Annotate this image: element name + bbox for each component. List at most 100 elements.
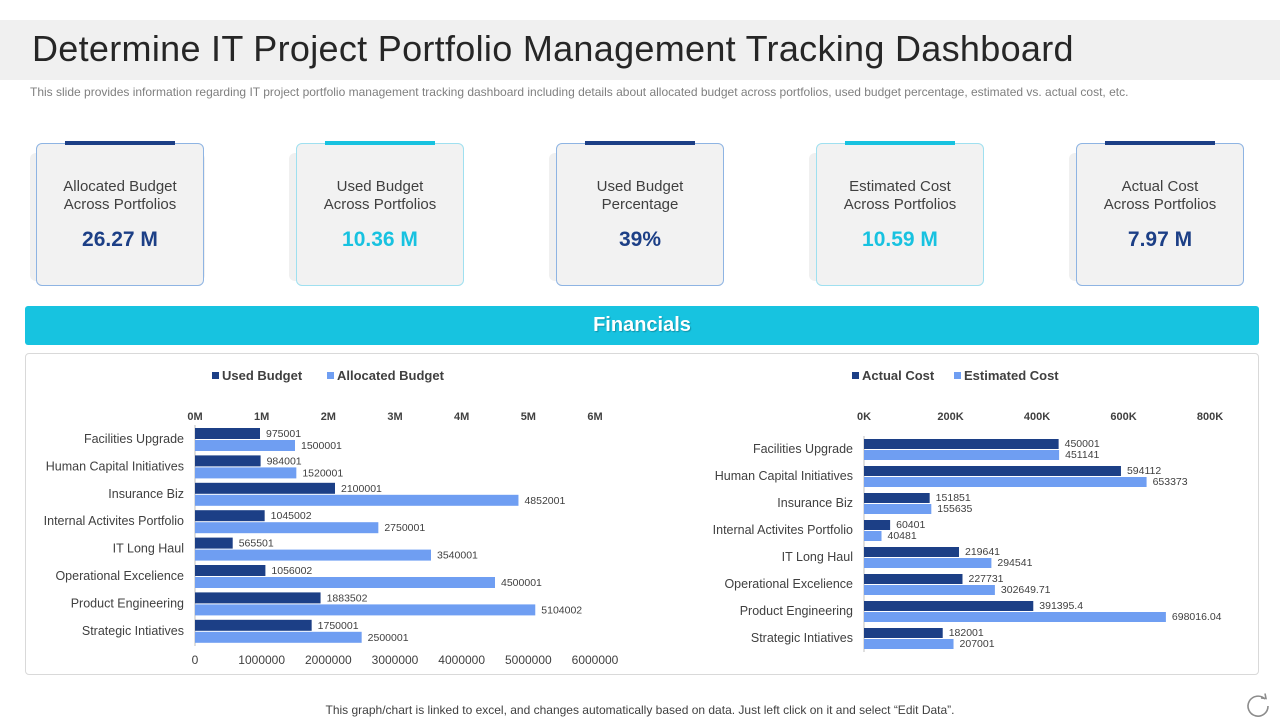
category-label: Facilities Upgrade bbox=[753, 442, 853, 456]
bar bbox=[195, 494, 519, 506]
bar bbox=[195, 549, 432, 561]
data-label: 594112 bbox=[1127, 465, 1161, 477]
data-label: 1520001 bbox=[302, 467, 343, 479]
kpi-value: 26.27 M bbox=[82, 228, 158, 251]
legend-label: Estimated Cost bbox=[964, 368, 1059, 383]
data-label: 698016.04 bbox=[1172, 611, 1222, 623]
bar bbox=[195, 522, 379, 534]
bar bbox=[195, 455, 261, 467]
top-tick-label: 600K bbox=[1110, 411, 1136, 423]
bar bbox=[195, 440, 296, 451]
top-tick-label: 0M bbox=[187, 411, 202, 423]
financials-header: Financials bbox=[25, 306, 1259, 345]
bar bbox=[864, 612, 1166, 622]
data-label: 451141 bbox=[1065, 449, 1099, 461]
kpi-accent-bar bbox=[585, 141, 695, 145]
data-label: 450001 bbox=[1065, 438, 1100, 450]
kpi-value: 10.59 M bbox=[862, 228, 938, 251]
bar bbox=[195, 592, 321, 604]
data-label: 4500001 bbox=[501, 577, 542, 589]
bottom-tick-label: 3000000 bbox=[372, 653, 419, 667]
bar bbox=[864, 450, 1060, 460]
bar bbox=[195, 565, 266, 576]
bar bbox=[864, 477, 1147, 487]
data-label: 1883502 bbox=[327, 592, 368, 604]
bottom-tick-label: 6000000 bbox=[572, 653, 619, 667]
kpi-card-used-budget: Used Budget Across Portfolios 10.36 M bbox=[296, 141, 464, 286]
top-tick-label: 0K bbox=[857, 411, 871, 423]
data-label: 5104002 bbox=[541, 604, 582, 616]
bar bbox=[864, 439, 1059, 449]
kpi-card-used-budget-percentage: Used Budget Percentage 39% bbox=[556, 141, 724, 286]
data-label: 40481 bbox=[888, 530, 917, 542]
category-label: Internal Activites Portfolio bbox=[44, 514, 184, 528]
data-label: 391395.4 bbox=[1039, 600, 1083, 612]
kpi-label: Used Budget Across Portfolios bbox=[323, 178, 437, 213]
data-label: 3540001 bbox=[437, 550, 478, 562]
bar bbox=[864, 639, 954, 649]
category-label: Product Engineering bbox=[740, 604, 853, 618]
bar bbox=[864, 585, 995, 595]
bar bbox=[864, 504, 932, 514]
legend-label: Used Budget bbox=[222, 368, 303, 383]
data-label: 227731 bbox=[968, 573, 1003, 585]
kpi-label: Actual Cost Across Portfolios bbox=[1103, 178, 1217, 213]
bar bbox=[864, 547, 959, 557]
category-label: Human Capital Initiatives bbox=[46, 459, 184, 473]
kpi-value: 7.97 M bbox=[1127, 228, 1193, 251]
page-subtitle: This slide provides information regardin… bbox=[30, 85, 1129, 99]
kpi-card-allocated-budget: Allocated Budget Across Portfolios 26.27 … bbox=[36, 141, 204, 286]
refresh-icon[interactable] bbox=[1243, 690, 1273, 720]
bar bbox=[864, 493, 930, 503]
category-label: Operational Excelience bbox=[55, 569, 184, 583]
legend-swatch bbox=[954, 372, 961, 379]
bar bbox=[864, 531, 882, 541]
legend-swatch bbox=[852, 372, 859, 379]
bottom-tick-label: 0 bbox=[192, 653, 199, 667]
category-label: Operational Excelience bbox=[724, 577, 853, 591]
data-label: 207001 bbox=[960, 638, 995, 650]
page-title: Determine IT Project Portfolio Managemen… bbox=[32, 28, 1074, 69]
top-tick-label: 2M bbox=[321, 411, 336, 423]
financials-chart-panel bbox=[25, 353, 1259, 675]
category-label: Strategic Intiatives bbox=[751, 631, 853, 645]
data-label: 302649.71 bbox=[1001, 584, 1051, 596]
bar bbox=[195, 510, 265, 522]
data-label: 2100001 bbox=[341, 483, 382, 495]
footer-note: This graph/chart is linked to excel, and… bbox=[325, 703, 955, 717]
category-label: Strategic Intiatives bbox=[82, 624, 184, 638]
bar bbox=[864, 520, 891, 530]
category-label: Facilities Upgrade bbox=[84, 432, 184, 446]
data-label: 2500001 bbox=[368, 632, 409, 644]
category-label: IT Long Haul bbox=[782, 550, 853, 564]
bar bbox=[195, 482, 336, 494]
data-label: 182001 bbox=[949, 627, 984, 639]
data-label: 984001 bbox=[267, 455, 302, 467]
data-label: 975001 bbox=[266, 428, 301, 440]
category-label: Insurance Biz bbox=[777, 496, 853, 510]
data-label: 4852001 bbox=[524, 495, 565, 507]
bottom-tick-label: 2000000 bbox=[305, 653, 352, 667]
kpi-card-estimated-cost: Estimated Cost Across Portfolios 10.59 M bbox=[816, 141, 984, 286]
category-label: Insurance Biz bbox=[108, 487, 184, 501]
bar bbox=[195, 619, 312, 631]
kpi-accent-bar bbox=[1105, 141, 1215, 145]
data-label: 1056002 bbox=[271, 565, 312, 577]
bar bbox=[864, 466, 1121, 476]
data-label: 219641 bbox=[965, 546, 1000, 558]
top-tick-label: 4M bbox=[454, 411, 469, 423]
category-label: Product Engineering bbox=[71, 596, 184, 610]
top-tick-label: 200K bbox=[937, 411, 963, 423]
bottom-tick-label: 4000000 bbox=[438, 653, 485, 667]
kpi-accent-bar bbox=[65, 141, 175, 145]
data-label: 294541 bbox=[997, 557, 1032, 569]
bar bbox=[195, 604, 536, 616]
data-label: 1045002 bbox=[271, 510, 312, 522]
bar bbox=[195, 467, 297, 479]
title-band bbox=[0, 20, 1280, 80]
data-label: 155635 bbox=[937, 503, 972, 515]
kpi-label: Estimated Cost Across Portfolios bbox=[843, 178, 957, 213]
bar bbox=[864, 601, 1034, 611]
bar bbox=[864, 558, 992, 568]
